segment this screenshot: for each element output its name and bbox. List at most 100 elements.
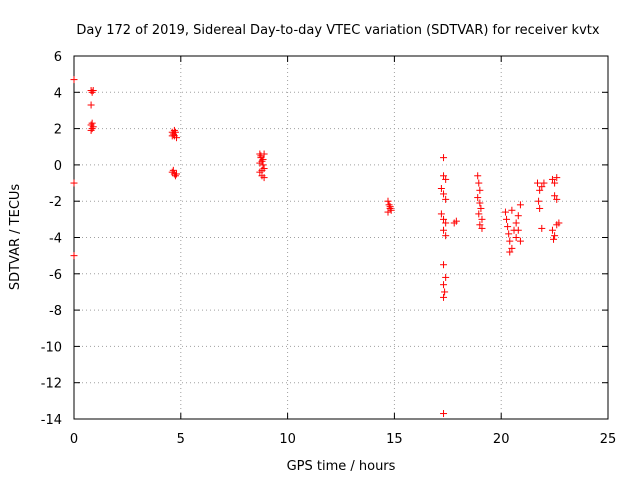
data-point [171,172,179,180]
data-point [260,150,268,158]
data-point [514,212,522,220]
data-point [508,244,516,252]
data-point [548,226,556,234]
data-point [384,208,392,216]
axis-ticks: 0 5 10 15 20 25 -14 -12 -10 -8 -6 -4 -2 0 2 4 6 [41,50,617,447]
data-point [440,293,448,301]
data-point [548,175,556,183]
y-tick-label: -14 [41,413,62,428]
y-tick-label: -2 [49,195,62,210]
data-point [440,226,448,234]
data-point [387,206,395,214]
data-point [512,219,520,227]
data-point [169,166,177,174]
data-point [440,172,448,180]
data-point [87,126,95,134]
data-point [70,252,78,260]
data-point [508,206,516,214]
data-point [475,210,483,218]
data-point [171,128,179,136]
x-tick-label: 25 [600,432,617,447]
data-point [173,170,181,178]
data-point [168,132,176,140]
y-tick-label: 2 [54,123,62,138]
data-point [441,288,449,296]
data-point [257,152,265,160]
data-point [452,217,460,225]
grid [74,56,608,419]
data-point [440,410,448,418]
data-point [440,154,448,162]
data-point [88,88,96,96]
data-point [506,248,514,256]
data-point [476,186,484,194]
data-points [70,76,563,418]
data-point [437,184,445,192]
data-point [538,224,546,232]
data-point [442,273,450,281]
data-point [501,208,509,216]
x-axis-label: GPS time / hours [287,459,396,474]
data-point [474,172,482,180]
data-point [534,179,542,187]
data-point [475,179,483,187]
data-point [551,192,559,200]
y-tick-label: 4 [54,86,62,101]
data-point [551,179,559,187]
data-point [536,186,544,194]
data-point [550,235,558,243]
data-point [170,126,178,134]
data-point [259,155,267,163]
data-point [551,232,559,240]
data-point [260,174,268,182]
y-tick-label: 6 [54,50,62,65]
y-tick-label: -8 [49,304,62,319]
data-point [538,183,546,191]
x-tick-label: 15 [386,432,403,447]
y-tick-label: 0 [54,159,62,174]
data-point [256,159,264,167]
data-point [503,215,511,223]
y-axis-label: SDTVAR / TECUs [8,184,23,291]
data-point [553,174,561,182]
data-point [258,166,266,174]
y-tick-label: -6 [49,268,62,283]
data-point [386,204,394,212]
data-point [506,237,514,245]
x-tick-label: 10 [279,432,296,447]
data-point [385,201,393,209]
data-point [478,224,486,232]
data-point [173,134,181,142]
data-point [440,281,448,289]
data-point [514,226,522,234]
x-tick-label: 20 [493,432,510,447]
chart-title: Day 172 of 2019, Sidereal Day-to-day VTE… [76,23,599,38]
data-point [442,195,450,203]
data-point [440,261,448,269]
data-point [89,86,97,94]
data-point [476,221,484,229]
y-tick-label: -12 [41,377,62,392]
x-tick-label: 0 [70,432,78,447]
data-point [512,234,520,241]
data-point [70,76,78,84]
data-point [442,232,450,240]
data-point [89,123,97,131]
data-point [440,215,448,223]
data-point [440,190,448,198]
data-point [535,197,543,205]
data-point [553,195,561,203]
data-point [478,215,486,223]
data-point [505,230,513,238]
data-point [442,219,450,227]
x-tick-label: 5 [177,432,185,447]
data-point [555,219,563,227]
data-point [70,179,78,187]
data-point [516,237,524,245]
data-point [477,204,485,212]
data-point [504,223,512,231]
data-point [87,101,95,109]
data-point [442,175,450,183]
data-point [536,204,544,212]
